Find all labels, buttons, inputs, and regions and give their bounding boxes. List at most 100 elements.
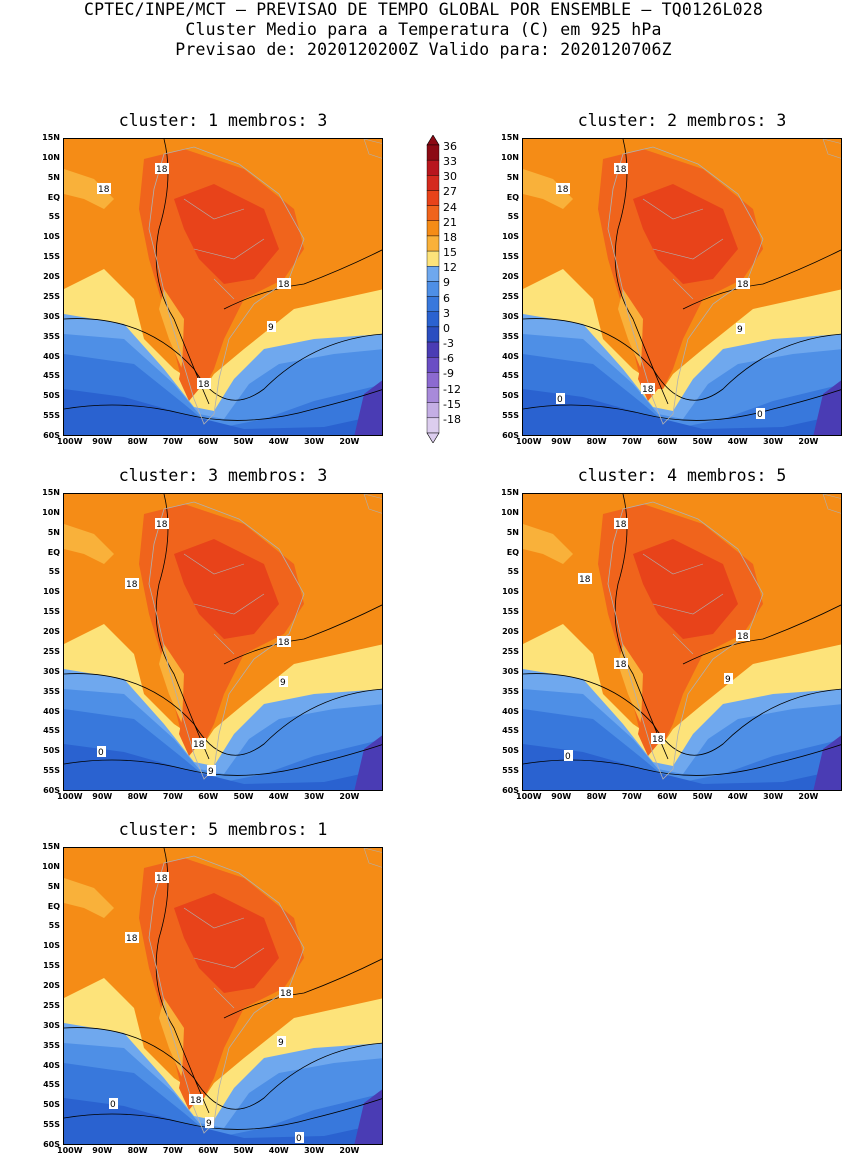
latitude-tick-label: 10N — [501, 152, 519, 162]
colorbar-level-label: 6 — [443, 291, 450, 305]
colorbar-level-label: -15 — [443, 397, 461, 411]
contour-label: 18 — [614, 163, 628, 175]
longitude-tick-label: 60W — [198, 1146, 219, 1155]
latitude-tick-label: 5N — [47, 527, 60, 537]
latitude-tick-label: 10N — [42, 507, 60, 517]
latitude-tick-label: 50S — [43, 391, 60, 401]
latitude-tick-label: 45S — [43, 1080, 60, 1090]
colorbar-level-label: 0 — [443, 321, 450, 335]
latitude-tick-label: 10S — [43, 232, 60, 242]
svg-text:18: 18 — [615, 520, 627, 530]
svg-text:9: 9 — [725, 675, 731, 685]
contour-label: 18 — [192, 738, 206, 750]
longitude-tick-label: 100W — [57, 1146, 83, 1155]
panel-title: cluster: 4 membros: 5 — [577, 466, 787, 485]
temperature-map-panel: 18 18 18 18 9 0 0 — [522, 138, 842, 436]
longitude-tick-label: 70W — [621, 437, 642, 446]
colorbar-level-label: -6 — [443, 352, 454, 366]
contour-label: 9 — [207, 765, 216, 777]
longitude-tick-label: 70W — [162, 792, 183, 801]
colorbar-level-label: 9 — [443, 276, 450, 290]
latitude-tick-label: 60S — [43, 1140, 60, 1149]
longitude-tick-label: 50W — [692, 792, 713, 801]
longitude-tick-label: 20W — [339, 437, 360, 446]
longitude-tick-label: 90W — [92, 437, 113, 446]
svg-text:18: 18 — [280, 989, 292, 999]
longitude-tick-label: 20W — [798, 792, 819, 801]
svg-text:18: 18 — [579, 575, 591, 585]
latitude-tick-label: 40S — [502, 706, 519, 716]
svg-text:18: 18 — [557, 185, 569, 195]
latitude-tick-label: 35S — [502, 331, 519, 341]
longitude-tick-label: 50W — [233, 1146, 254, 1155]
latitude-tick-label: 40S — [502, 351, 519, 361]
svg-text:18: 18 — [190, 1096, 202, 1106]
svg-text:18: 18 — [193, 740, 205, 750]
svg-text:0: 0 — [98, 748, 104, 758]
svg-text:9: 9 — [206, 1119, 212, 1129]
latitude-tick-label: 35S — [502, 686, 519, 696]
contour-label: 9 — [279, 676, 288, 688]
longitude-tick-label: 30W — [763, 437, 784, 446]
longitude-tick-label: 50W — [233, 437, 254, 446]
temperature-map-panel: 18 18 18 18 9 9 0 0 — [63, 847, 383, 1145]
longitude-tick-label: 30W — [304, 437, 325, 446]
latitude-tick-label: 45S — [43, 726, 60, 736]
svg-text:9: 9 — [280, 678, 286, 688]
latitude-tick-label: 10S — [43, 587, 60, 597]
longitude-tick-label: 100W — [57, 792, 83, 801]
contour-label: 18 — [97, 183, 111, 195]
longitude-tick-label: 40W — [268, 437, 289, 446]
contour-label: 18 — [155, 872, 169, 884]
colorbar-level-label: -12 — [443, 382, 461, 396]
longitude-tick-label: 100W — [516, 437, 542, 446]
latitude-tick-label: 5S — [507, 567, 519, 577]
latitude-tick-label: 40S — [43, 1060, 60, 1070]
latitude-tick-label: 30S — [43, 666, 60, 676]
latitude-tick-label: 25S — [502, 646, 519, 656]
panel-title: cluster: 5 membros: 1 — [118, 820, 328, 839]
latitude-tick-label: 15S — [502, 607, 519, 617]
latitude-tick-label: 15N — [42, 133, 60, 142]
svg-text:0: 0 — [296, 1134, 302, 1144]
latitude-tick-label: 40S — [43, 706, 60, 716]
svg-text:9: 9 — [208, 767, 214, 777]
colorbar-level-label: -18 — [443, 412, 461, 426]
panel-title: cluster: 2 membros: 3 — [577, 111, 787, 130]
svg-text:18: 18 — [615, 660, 627, 670]
contour-label: 18 — [277, 636, 291, 648]
svg-text:18: 18 — [652, 735, 664, 745]
contour-label: 0 — [564, 750, 573, 762]
svg-text:9: 9 — [737, 325, 743, 335]
svg-text:18: 18 — [278, 638, 290, 648]
contour-label: 9 — [267, 321, 276, 333]
colorbar-level-label: 12 — [443, 261, 457, 275]
header-line-2: Cluster Medio para a Temperatura (C) em … — [185, 20, 662, 39]
latitude-tick-label: 15S — [43, 607, 60, 617]
contour-label: 9 — [277, 1036, 286, 1048]
longitude-tick-label: 20W — [339, 792, 360, 801]
temperature-map-panel: 18 18 18 18 18 9 0 — [522, 493, 842, 791]
latitude-tick-label: 15S — [502, 252, 519, 262]
latitude-tick-label: 15N — [42, 488, 60, 497]
contour-label: 18 — [279, 987, 293, 999]
latitude-tick-label: 10S — [502, 232, 519, 242]
latitude-tick-label: EQ — [506, 547, 519, 557]
latitude-tick-label: 10N — [42, 152, 60, 162]
colorbar-level-label: 36 — [443, 140, 457, 153]
colorbar-level-label: -3 — [443, 337, 454, 351]
longitude-tick-label: 60W — [657, 792, 678, 801]
longitude-tick-label: 90W — [551, 437, 572, 446]
latitude-tick-label: 5S — [48, 567, 60, 577]
panel-title: cluster: 3 membros: 3 — [118, 466, 328, 485]
contour-label: 0 — [556, 393, 565, 405]
colorbar-level-label: 24 — [443, 200, 457, 214]
latitude-tick-label: 10S — [43, 941, 60, 951]
svg-text:18: 18 — [156, 520, 168, 530]
colorbar-level-label: -9 — [443, 367, 454, 381]
latitude-tick-label: 15S — [43, 961, 60, 971]
contour-label: 18 — [125, 578, 139, 590]
longitude-tick-label: 80W — [586, 792, 607, 801]
longitude-tick-label: 70W — [162, 1146, 183, 1155]
svg-text:9: 9 — [278, 1038, 284, 1048]
